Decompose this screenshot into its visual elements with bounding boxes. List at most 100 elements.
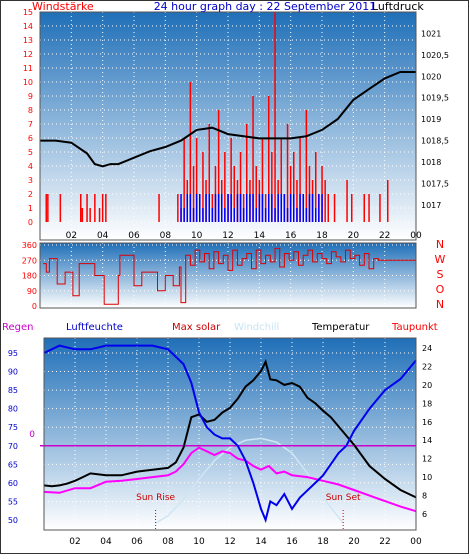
gust-bar <box>242 208 245 222</box>
wind-bar <box>324 180 326 222</box>
dewpoint-line <box>43 446 417 513</box>
humidity-y-tick-label: 60 <box>8 479 18 488</box>
gust-bar <box>180 194 182 222</box>
x-tick-label: 12 <box>224 537 235 547</box>
gust-bar <box>239 194 242 222</box>
wind-bar <box>387 180 389 222</box>
gust-bar <box>186 194 188 222</box>
temperature-line <box>43 358 417 499</box>
x-tick-label: 16 <box>286 537 298 547</box>
wind-bar <box>98 208 101 222</box>
gust-bar <box>199 194 201 222</box>
gust-bar <box>268 194 270 222</box>
x-tick-label: 22 <box>379 231 390 241</box>
wind-y-tick-label: 1 <box>28 204 33 213</box>
direction-y-tick-label: 180 <box>22 272 37 281</box>
temperature-y-tick-label: 24 <box>422 344 432 353</box>
compass-label: S <box>437 268 444 281</box>
x-tick-label: 10 <box>193 537 205 547</box>
temperature-legend: Regen Luftfeuchte Max solar Windchill Temper… <box>2 322 438 333</box>
x-tick-label: 12 <box>222 231 233 241</box>
wind-y-tick-label: 4 <box>28 162 33 171</box>
x-tick-label: 08 <box>160 231 172 241</box>
wind-y-tick-label: 12 <box>23 50 33 59</box>
gust-bar <box>230 194 232 222</box>
wind-bar <box>230 138 232 222</box>
wind-y-tick-label: 15 <box>23 8 33 17</box>
gust-bar <box>233 208 235 222</box>
sun-annotations: Sun Rise Sun Set <box>136 493 361 530</box>
x-tick-label: 22 <box>379 537 390 547</box>
x-tick-label: 14 <box>254 231 266 241</box>
legend-label: Luftfeuchte <box>66 322 123 333</box>
gust-bar <box>258 194 261 222</box>
x-tick-label: 06 <box>131 537 143 547</box>
wind-axis-title: Windstärke <box>32 0 94 13</box>
wind-bar <box>296 180 298 222</box>
wind-y-tick-label: 9 <box>28 92 33 101</box>
wind-bar <box>89 208 91 222</box>
wind-bar <box>224 152 226 222</box>
wind-bar <box>94 194 96 222</box>
wind-bar <box>286 124 289 222</box>
wind-bar <box>274 12 276 222</box>
pressure-y-tick-label: 1018 <box>421 158 441 167</box>
gust-bar <box>264 208 267 222</box>
temperature-y-ticks: 6 8 10 12 14 16 18 20 22 24 <box>422 344 432 519</box>
x-tick-label: 00 <box>410 537 422 547</box>
humidity-y-tick-label: 90 <box>8 368 18 377</box>
wind-bar <box>255 166 257 222</box>
x-tick-label: 16 <box>285 231 297 241</box>
compass-label: N <box>436 238 444 251</box>
gust-bar <box>183 208 185 222</box>
gust-bar <box>302 194 304 222</box>
gust-bar <box>211 208 214 222</box>
gust-bar <box>246 194 248 222</box>
pressure-axis-title: Luftdruck <box>372 0 424 13</box>
wind-bar <box>81 208 84 222</box>
wind-bar <box>271 152 273 222</box>
gust-bar <box>308 194 311 222</box>
sun-annotation-label: Sun Set <box>326 493 361 503</box>
gust-bar <box>296 208 298 222</box>
wind-bar <box>59 194 62 222</box>
wind-pressure-x-ticks: 02 04 06 08 10 12 14 16 18 20 22 00 <box>66 231 422 241</box>
gust-bar <box>305 208 308 222</box>
pressure-y-tick-label: 1019,5 <box>421 94 449 103</box>
direction-y-tick-label: 270 <box>22 256 37 265</box>
wind-bar <box>80 194 82 222</box>
humidity-y-tick-label: 95 <box>8 349 18 358</box>
compass-label: O <box>436 283 445 296</box>
legend-label: Regen <box>2 322 34 333</box>
wind-bar <box>351 194 353 222</box>
gust-bar <box>299 194 301 222</box>
wind-bar <box>299 138 301 222</box>
temperature-y-tick-label: 16 <box>422 418 432 427</box>
temperature-y-tick-label: 8 <box>422 492 427 501</box>
gust-bars <box>180 194 323 222</box>
gust-bar <box>195 194 198 222</box>
gust-bar <box>249 194 251 222</box>
wind-bar <box>280 138 282 222</box>
wind-bar <box>305 110 308 222</box>
x-tick-label: 14 <box>255 537 267 547</box>
gust-bar <box>311 194 314 222</box>
gust-bar <box>315 208 317 222</box>
gust-bar <box>293 194 295 222</box>
humidity-y-tick-label: 75 <box>8 423 18 432</box>
gust-bar <box>274 208 276 222</box>
gust-bar <box>283 194 286 222</box>
pressure-y-tick-label: 1019 <box>421 115 441 124</box>
humidity-line <box>43 344 417 524</box>
direction-y-tick-label: 360 <box>22 241 37 250</box>
humidity-y-tick-label: 80 <box>8 405 18 414</box>
gust-bar <box>321 194 323 222</box>
wind-bar <box>246 124 248 222</box>
pressure-y-tick-label: 1017 <box>421 201 441 210</box>
humidity-y-ticks: 50 55 60 65 70 75 80 85 90 95 <box>8 349 18 525</box>
pressure-y-tick-label: 1018,5 <box>421 137 449 146</box>
legend-label: Max solar <box>172 322 221 333</box>
x-tick-label: 20 <box>348 231 360 241</box>
temperature-y-tick-label: 22 <box>422 362 432 371</box>
